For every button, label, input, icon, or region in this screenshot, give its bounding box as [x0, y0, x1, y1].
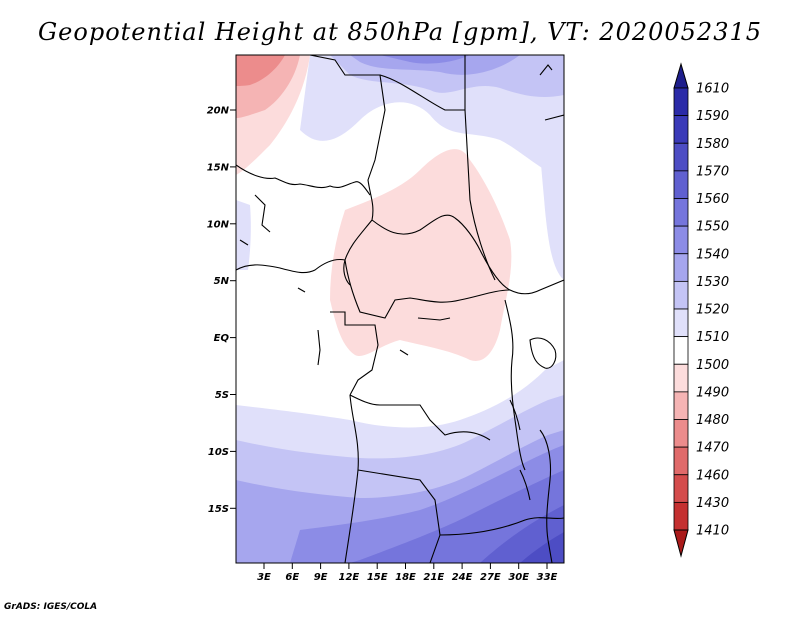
- lon-tick-label: 3E: [257, 572, 271, 583]
- colorbar-segment: [673, 198, 689, 227]
- colorbar-label: 1470: [696, 441, 729, 456]
- colorbar-label: 1590: [696, 109, 729, 124]
- colorbar-label: 1570: [696, 164, 729, 179]
- colorbar-label: 1610: [696, 82, 729, 97]
- lat-tick-label: 10S: [208, 447, 229, 458]
- lon-tick-label: 30E: [508, 572, 529, 583]
- lat-tick-label: EQ: [214, 333, 230, 344]
- lat-tick-label: 20N: [207, 106, 230, 117]
- lon-tick-label: 21E: [423, 572, 444, 583]
- lon-tick-label: 6E: [285, 572, 299, 583]
- colorbar-top-extension: [673, 62, 689, 89]
- colorbar-segment: [673, 280, 689, 310]
- lat-tick-label: 5N: [214, 276, 230, 287]
- colorbar-segment: [673, 391, 689, 420]
- lat-tick-label: 5S: [215, 390, 229, 401]
- figure-title: Geopotential Height at 850hPa [gpm], VT:…: [38, 18, 762, 46]
- lat-tick-label: 15N: [207, 162, 230, 173]
- colorbar-label: 1550: [696, 220, 729, 235]
- colorbar-label: 1460: [696, 468, 729, 483]
- lon-tick-label: 24E: [452, 572, 473, 583]
- colorbar-segment: [673, 225, 689, 255]
- colorbar-segment: [673, 336, 689, 365]
- lon-tick-label: 18E: [395, 572, 416, 583]
- colorbar-segment: [673, 419, 689, 448]
- longitude-axis: 3E 6E 9E 12E 15E 18E 21E 24E 27E 30E 33E: [257, 563, 558, 583]
- colorbar-segment: [673, 87, 689, 117]
- height-field: [236, 55, 564, 563]
- colorbar-segment: [673, 474, 689, 503]
- colorbar-label: 1580: [696, 137, 729, 152]
- colorbar-segment: [673, 501, 689, 531]
- lon-tick-label: 27E: [480, 572, 501, 583]
- lat-tick-label: 15S: [208, 504, 229, 515]
- colorbar-segment: [673, 253, 689, 282]
- colorbar-segment: [673, 115, 689, 144]
- lon-tick-label: 15E: [367, 572, 388, 583]
- colorbar: 1610 1590 1580 1570 1560 1550 1540 1530 1520 1510…: [673, 62, 729, 558]
- colorbar-segment: [673, 363, 689, 393]
- colorbar-label: 1410: [696, 524, 729, 539]
- lat-tick-label: 10N: [207, 219, 230, 230]
- colorbar-label: 1530: [696, 275, 729, 290]
- lon-tick-label: 12E: [339, 572, 360, 583]
- colorbar-label: 1430: [696, 496, 729, 511]
- colorbar-segment: [673, 308, 689, 338]
- colorbar-label: 1540: [696, 247, 729, 262]
- lon-tick-label: 33E: [537, 572, 558, 583]
- colorbar-segment: [673, 142, 689, 172]
- colorbar-label: 1520: [696, 303, 729, 318]
- grads-credit: GrADS: IGES/COLA: [4, 602, 98, 612]
- colorbar-bottom-extension: [673, 529, 689, 558]
- colorbar-segment: [673, 170, 689, 199]
- colorbar-label: 1500: [696, 358, 729, 373]
- boundaries: [236, 55, 564, 563]
- latitude-axis: 20N 15N 10N 5N EQ 5S 10S 15S: [207, 106, 236, 515]
- colorbar-label: 1560: [696, 192, 729, 207]
- map-frame: [235, 54, 565, 564]
- colorbar-segment: [673, 446, 689, 476]
- colorbar-label: 1480: [696, 413, 729, 428]
- colorbar-label: 1490: [696, 385, 729, 400]
- lon-tick-label: 9E: [314, 572, 328, 583]
- colorbar-label: 1510: [696, 330, 729, 345]
